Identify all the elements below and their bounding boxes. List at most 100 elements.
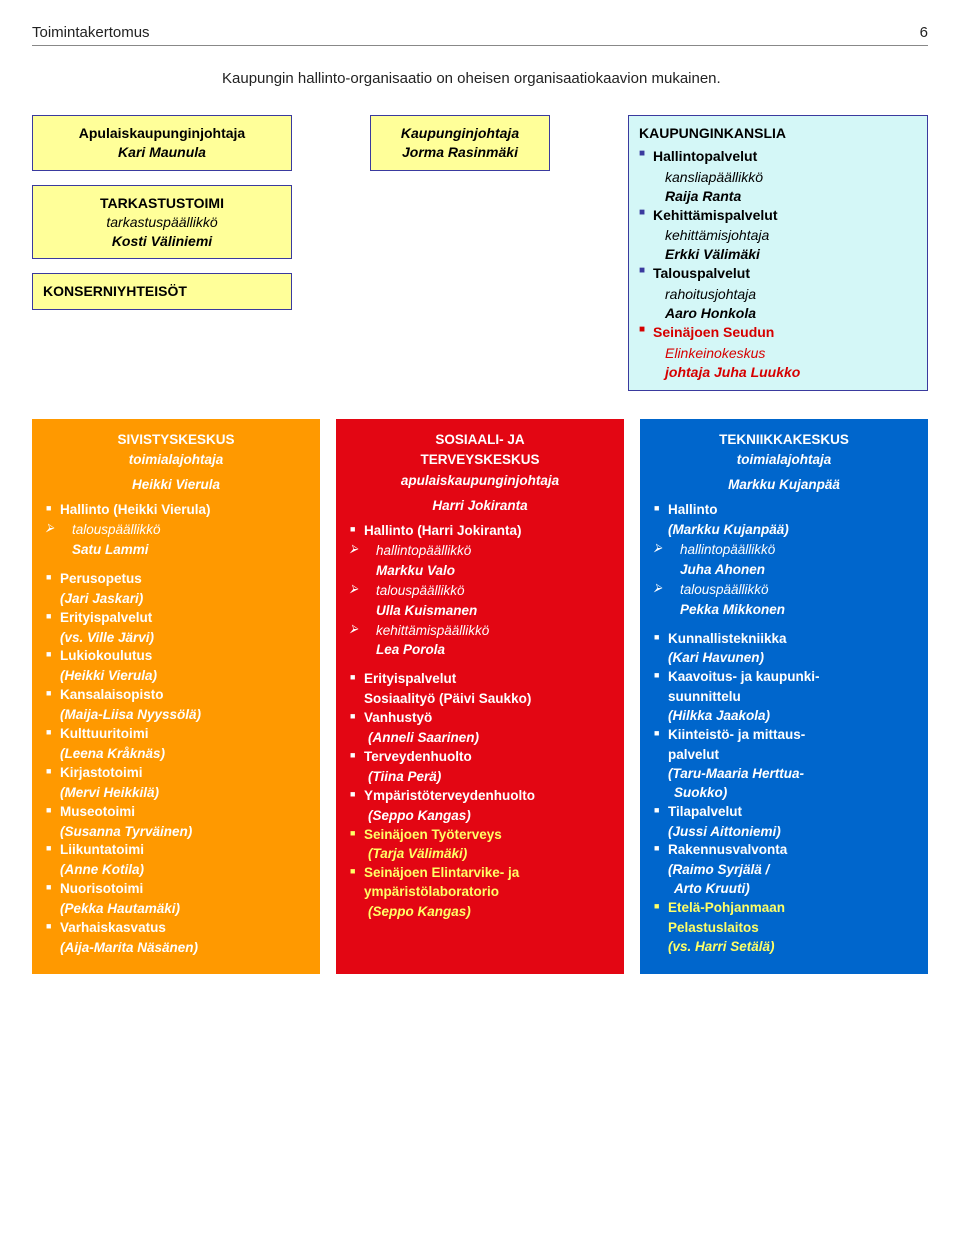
konserni-box: KONSERNIYHTEISÖT: [32, 273, 292, 310]
tek-unit-cont: palvelut: [654, 746, 914, 765]
siv-unit-person: (Leena Kråknäs): [46, 745, 306, 764]
siv-sub2: Heikki Vierula: [46, 476, 306, 495]
tekniikka-column: TEKNIIKKAKESKUS toimialajohtaja Markku K…: [640, 419, 928, 974]
deputy-mayor-box: Apulaiskaupunginjohtaja Kari Maunula: [32, 115, 292, 171]
siv-title: SIVISTYSKESKUS: [46, 431, 306, 450]
sote-hall: Hallinto (Harri Jokiranta): [350, 522, 610, 541]
sote-arrow-name: Lea Porola: [350, 641, 610, 660]
siv-units: Perusopetus(Jari Jaskari)Erityispalvelut…: [46, 570, 306, 958]
tek-arrow-name: Juha Ahonen: [654, 561, 914, 580]
tek-unit-person: (vs. Harri Setälä): [654, 938, 914, 957]
sote-title1: SOSIAALI- JA: [350, 431, 610, 450]
sote-arrow-role: kehittämispäällikkö: [350, 622, 610, 641]
sote-unit-person: (Seppo Kangas): [350, 807, 610, 826]
tek-unit-person: (Jussi Aittoniemi): [654, 823, 914, 842]
siv-unit: Liikuntatoimi: [46, 841, 306, 860]
kanslia-item-sub: Elinkeinokeskus: [639, 344, 917, 363]
kanslia-item-sub: kehittämisjohtaja: [639, 226, 917, 245]
siv-hall-a2: Satu Lammi: [46, 541, 306, 560]
siv-unit-person: (Susanna Tyrväinen): [46, 823, 306, 842]
mayor-title: Kaupunginjohtaja: [381, 124, 539, 143]
siv-unit: Perusopetus: [46, 570, 306, 589]
siv-hall-head: Hallinto (Heikki Vierula): [46, 501, 306, 520]
kanslia-item-name: Aaro Honkola: [639, 304, 917, 323]
center-column: Kaupunginjohtaja Jorma Rasinmäki: [316, 115, 604, 171]
sote-unit: Seinäjoen Elintarvike- ja ympäristölabor…: [350, 864, 610, 902]
siv-unit-person: (Pekka Hautamäki): [46, 900, 306, 919]
audit-title: TARKASTUSTOIMI: [43, 194, 281, 213]
sote-arrow-role: talouspäällikkö: [350, 582, 610, 601]
kanslia-item-sub: kansliapäällikkö: [639, 168, 917, 187]
siv-unit: Museotoimi: [46, 803, 306, 822]
kanslia-title: KAUPUNGINKANSLIA: [639, 124, 917, 143]
sote-unit-person: (Seppo Kangas): [350, 903, 610, 922]
siv-unit-person: (Heikki Vierula): [46, 667, 306, 686]
sote-unit-person: (Tarja Välimäki): [350, 845, 610, 864]
siv-sub1: toimialajohtaja: [46, 451, 306, 470]
siv-hall-a1: talouspäällikkö: [46, 521, 306, 540]
mayor-box: Kaupunginjohtaja Jorma Rasinmäki: [370, 115, 550, 171]
bottom-grid: SIVISTYSKESKUS toimialajohtaja Heikki Vi…: [32, 419, 928, 974]
sote-unit-sub: Sosiaalityö (Päivi Saukko): [350, 690, 610, 709]
page-header: Toimintakertomus 6: [32, 24, 928, 46]
tek-hall: Hallinto (Markku Kujanpää): [654, 501, 914, 540]
tek-unit: Rakennusvalvonta: [654, 841, 914, 860]
siv-unit-person: (Anne Kotila): [46, 861, 306, 880]
tek-unit: Kiinteistö- ja mittaus-: [654, 726, 914, 745]
intro-text: Kaupungin hallinto-organisaatio on oheis…: [32, 70, 928, 87]
kanslia-item-name: Erkki Välimäki: [639, 245, 917, 264]
tek-hall-arrows: hallintopäällikköJuha Ahonentalouspäälli…: [654, 541, 914, 620]
tek-unit: Kaavoitus- ja kaupunki-: [654, 668, 914, 687]
sote-unit: Erityispalvelut: [350, 670, 610, 689]
tek-sub1: toimialajohtaja: [654, 451, 914, 470]
siv-unit-person: (Maija-Liisa Nyyssölä): [46, 706, 306, 725]
tek-hall-l1: Hallinto: [654, 501, 914, 520]
kanslia-list: HallintopalvelutkansliapäällikköRaija Ra…: [639, 147, 917, 382]
tek-unit-person: (Hilkka Jaakola): [654, 707, 914, 726]
tek-unit: Tilapalvelut: [654, 803, 914, 822]
siv-unit: Lukiokoulutus: [46, 647, 306, 666]
kanslia-item-name: johtaja Juha Luukko: [639, 363, 917, 382]
tek-unit: Kunnallistekniikka: [654, 630, 914, 649]
sote-unit-person: (Anneli Saarinen): [350, 729, 610, 748]
sote-units: ErityispalvelutSosiaalityö (Päivi Saukko…: [350, 670, 610, 922]
top-grid: Apulaiskaupunginjohtaja Kari Maunula TAR…: [32, 115, 928, 391]
tek-unit-person2: Arto Kruuti): [654, 880, 914, 899]
siv-unit: Varhaiskasvatus: [46, 919, 306, 938]
tek-unit-person: (Raimo Syrjälä /: [654, 861, 914, 880]
kanslia-item: Seinäjoen Seudun: [639, 323, 917, 342]
kanslia-item-name: Raija Ranta: [639, 187, 917, 206]
siv-unit: Kansalaisopisto: [46, 686, 306, 705]
tek-units: Kunnallistekniikka(Kari Havunen)Kaavoitu…: [654, 630, 914, 957]
tek-unit-person: (Kari Havunen): [654, 649, 914, 668]
konserni-title: KONSERNIYHTEISÖT: [43, 282, 281, 301]
sote-arrow-name: Ulla Kuismanen: [350, 602, 610, 621]
audit-role: tarkastuspäällikkö: [43, 213, 281, 232]
deputy-mayor-name: Kari Maunula: [43, 143, 281, 162]
kanslia-box: KAUPUNGINKANSLIA Hallintopalvelutkanslia…: [628, 115, 928, 391]
tek-unit: Etelä-Pohjanmaan: [654, 899, 914, 918]
tek-unit-cont: Pelastuslaitos: [654, 919, 914, 938]
sote-column: SOSIAALI- JA TERVEYSKESKUS apulaiskaupun…: [336, 419, 624, 974]
tek-arrow-role: hallintopäällikkö: [654, 541, 914, 560]
kanslia-item: Kehittämispalvelut: [639, 206, 917, 225]
sote-unit-person: (Tiina Perä): [350, 768, 610, 787]
sote-hall-head: Hallinto (Harri Jokiranta): [350, 522, 610, 541]
siv-unit-person: (vs. Ville Järvi): [46, 629, 306, 648]
sote-title2: TERVEYSKESKUS: [350, 451, 610, 470]
sote-arrow-name: Markku Valo: [350, 562, 610, 581]
siv-unit-person: (Jari Jaskari): [46, 590, 306, 609]
tek-unit-person: (Taru-Maaria Herttua-: [654, 765, 914, 784]
tek-unit-cont: suunnittelu: [654, 688, 914, 707]
sote-unit: Terveydenhuolto: [350, 748, 610, 767]
audit-box: TARKASTUSTOIMI tarkastuspäällikkö Kosti …: [32, 185, 292, 260]
sote-arrow-role: hallintopäällikkö: [350, 542, 610, 561]
tek-hall-l2: (Markku Kujanpää): [654, 521, 914, 540]
siv-hall: Hallinto (Heikki Vierula) talouspäällikk…: [46, 501, 306, 560]
kanslia-item: Talouspalvelut: [639, 264, 917, 283]
sivistys-column: SIVISTYSKESKUS toimialajohtaja Heikki Vi…: [32, 419, 320, 974]
tek-unit-person2: Suokko): [654, 784, 914, 803]
page-number: 6: [920, 24, 928, 41]
siv-unit: Nuorisotoimi: [46, 880, 306, 899]
tek-sub2: Markku Kujanpää: [654, 476, 914, 495]
